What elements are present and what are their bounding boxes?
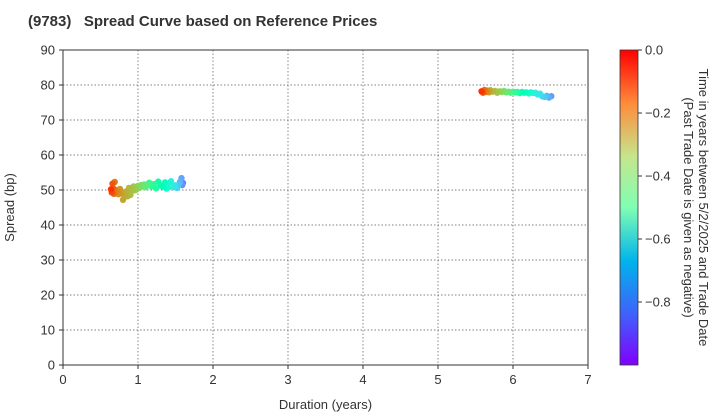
x-axis-label: Duration (years) [279,397,372,412]
scatter-point [107,186,115,193]
x-tick-label: 2 [209,372,216,387]
x-tick-label: 0 [59,372,66,387]
colorbar-label-line1: Time in years between 5/2/2025 and Trade… [696,69,711,347]
y-axis-label: Spread (bp) [2,173,17,242]
colorbar-tick-label: −0.2 [645,106,671,121]
colorbar [619,49,639,366]
y-tick-label: 50 [41,183,55,198]
grid [63,50,588,365]
x-tick-label: 3 [284,372,291,387]
colorbar-tick-label: −0.4 [645,169,671,184]
x-tick-label: 1 [134,372,141,387]
scatter-point [109,180,116,187]
chart-title: (9783) Spread Curve based on Reference P… [28,13,377,30]
plot-frame [62,49,589,366]
colorbar-tick-label: 0.0 [645,43,663,58]
x-tick-label: 6 [509,372,516,387]
x-tick-label: 4 [359,372,366,387]
y-tick-label: 80 [41,78,55,93]
colorbar-label-line2: (Past Trade Date is given as negative) [681,97,696,317]
y-tick-label: 60 [41,148,55,163]
colorbar-tick-label: −0.8 [645,295,671,310]
y-tick-label: 70 [41,113,55,128]
x-tick-label: 7 [584,372,591,387]
x-tick-label: 5 [434,372,441,387]
y-tick-label: 10 [41,323,55,338]
y-tick-label: 20 [41,288,55,303]
scatter-point [478,88,485,95]
y-tick-label: 0 [48,358,55,373]
y-tick-label: 30 [41,253,55,268]
data-points [107,86,555,203]
colorbar-ticks: 0.0 −0.2 −0.4 −0.6 −0.8 [638,43,671,310]
scatter-point [119,196,127,203]
y-tick-label: 90 [41,43,55,58]
colorbar-tick-label: −0.6 [645,232,671,247]
y-tick-label: 40 [41,218,55,233]
